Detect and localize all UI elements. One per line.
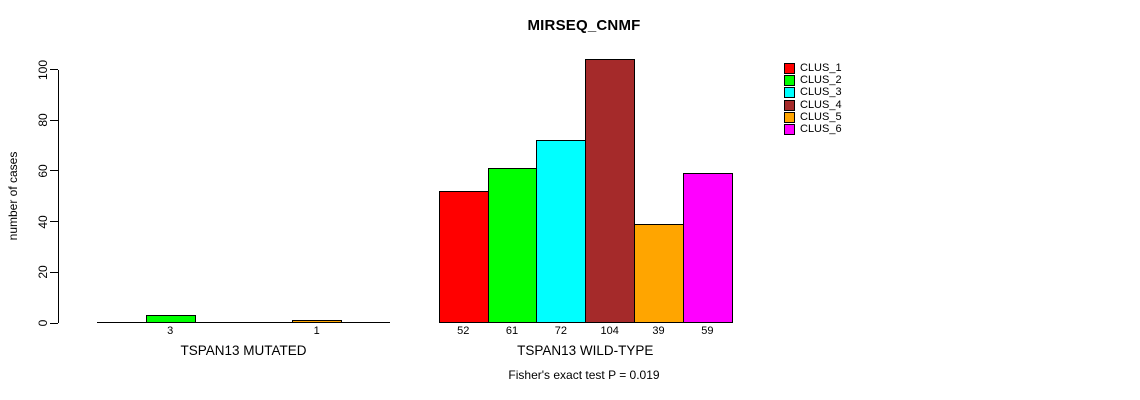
bar-value-label: 39 [652,325,665,337]
y-axis-tick [50,271,58,273]
y-axis-tick [50,221,58,223]
bar-value-label: 104 [600,325,619,337]
y-axis-tick [50,119,58,121]
legend-swatch-clus_6 [784,124,795,136]
y-axis-tick-label: 20 [36,265,50,279]
group-label: TSPAN13 MUTATED [180,343,307,358]
bar-clus_3-group2 [536,140,587,323]
bar-clus_5-group2 [634,224,684,323]
legend-label: CLUS_3 [800,86,842,99]
legend-swatch-clus_5 [784,111,795,123]
legend-item: CLUS_6 [784,124,842,136]
bar-clus_2-group1 [145,315,196,323]
y-axis-tick-label: 100 [36,59,50,80]
chart-title: MIRSEQ_CNMF [527,17,641,34]
legend-label: CLUS_4 [800,98,842,111]
y-axis-tick-label: 80 [36,113,50,127]
bar-clus_6-group2 [682,173,733,323]
y-axis-line [58,69,59,323]
bar-clus_4-group2 [585,59,636,323]
bar-value-label: 3 [167,325,174,337]
bar-value-label: 59 [701,325,714,337]
y-axis-tick-label: 40 [36,214,50,229]
bar-clus_2-group2 [487,168,538,323]
bar-value-label: 72 [554,325,567,337]
y-axis-tick [50,322,58,324]
group-label: TSPAN13 WILD-TYPE [517,343,654,358]
legend-item: CLUS_4 [784,99,842,111]
legend-swatch-clus_3 [784,87,795,99]
bar-value-label: 52 [457,325,470,337]
y-axis-tick [50,69,58,70]
bar-clus_1-group2 [438,191,489,323]
bar-value-label: 61 [505,325,519,337]
y-axis-title: number of cases [6,151,20,241]
legend-label: CLUS_5 [800,110,842,123]
bar-clus_5-group1 [292,320,343,323]
legend: CLUS_1 CLUS_2 CLUS_3 CLUS_4 CLUS_5 CLUS_6 [784,62,842,136]
y-axis-tick-label: 60 [36,164,50,178]
legend-swatch-clus_4 [784,99,795,111]
y-axis-tick [50,170,58,172]
legend-label: CLUS_1 [800,61,842,74]
group-baseline [97,322,390,323]
y-axis-tick-label: 0 [36,319,50,327]
legend-item: CLUS_5 [784,111,842,123]
legend-label: CLUS_2 [800,73,842,86]
legend-swatch-clus_1 [784,62,795,74]
legend-swatch-clus_2 [784,74,795,86]
legend-item: CLUS_1 [784,62,842,74]
legend-item: CLUS_3 [784,87,842,99]
bar-value-label: 1 [313,325,320,337]
legend-item: CLUS_2 [784,74,842,86]
legend-label: CLUS_6 [800,123,842,136]
fisher-test-annotation: Fisher's exact test P = 0.019 [508,368,660,382]
